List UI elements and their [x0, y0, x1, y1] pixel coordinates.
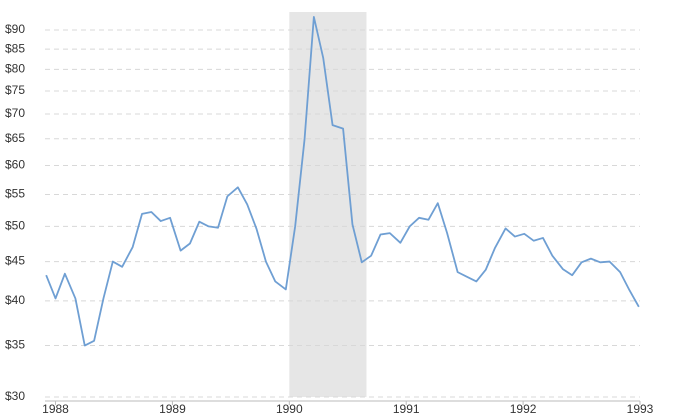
y-tick-label: $60 [5, 158, 25, 172]
y-tick-label: $35 [5, 338, 25, 352]
shaded-period [289, 12, 367, 397]
x-tick-label: 1990 [276, 402, 303, 416]
y-tick-label: $50 [5, 219, 25, 233]
y-tick-label: $75 [5, 83, 25, 97]
x-tick-label: 1989 [159, 402, 186, 416]
x-tick-label: 1988 [42, 402, 69, 416]
y-tick-label: $30 [5, 389, 25, 403]
y-tick-label: $90 [5, 22, 25, 36]
y-tick-label: $55 [5, 187, 25, 201]
x-tick-label: 1991 [393, 402, 420, 416]
y-tick-label: $70 [5, 106, 25, 120]
y-tick-label: $85 [5, 41, 25, 55]
y-tick-label: $80 [5, 62, 25, 76]
y-tick-label: $45 [5, 254, 25, 268]
y-tick-label: $40 [5, 293, 25, 307]
x-tick-label: 1992 [510, 402, 537, 416]
x-tick-label: 1993 [627, 402, 654, 416]
y-tick-label: $65 [5, 131, 25, 145]
price-line [45, 16, 640, 347]
